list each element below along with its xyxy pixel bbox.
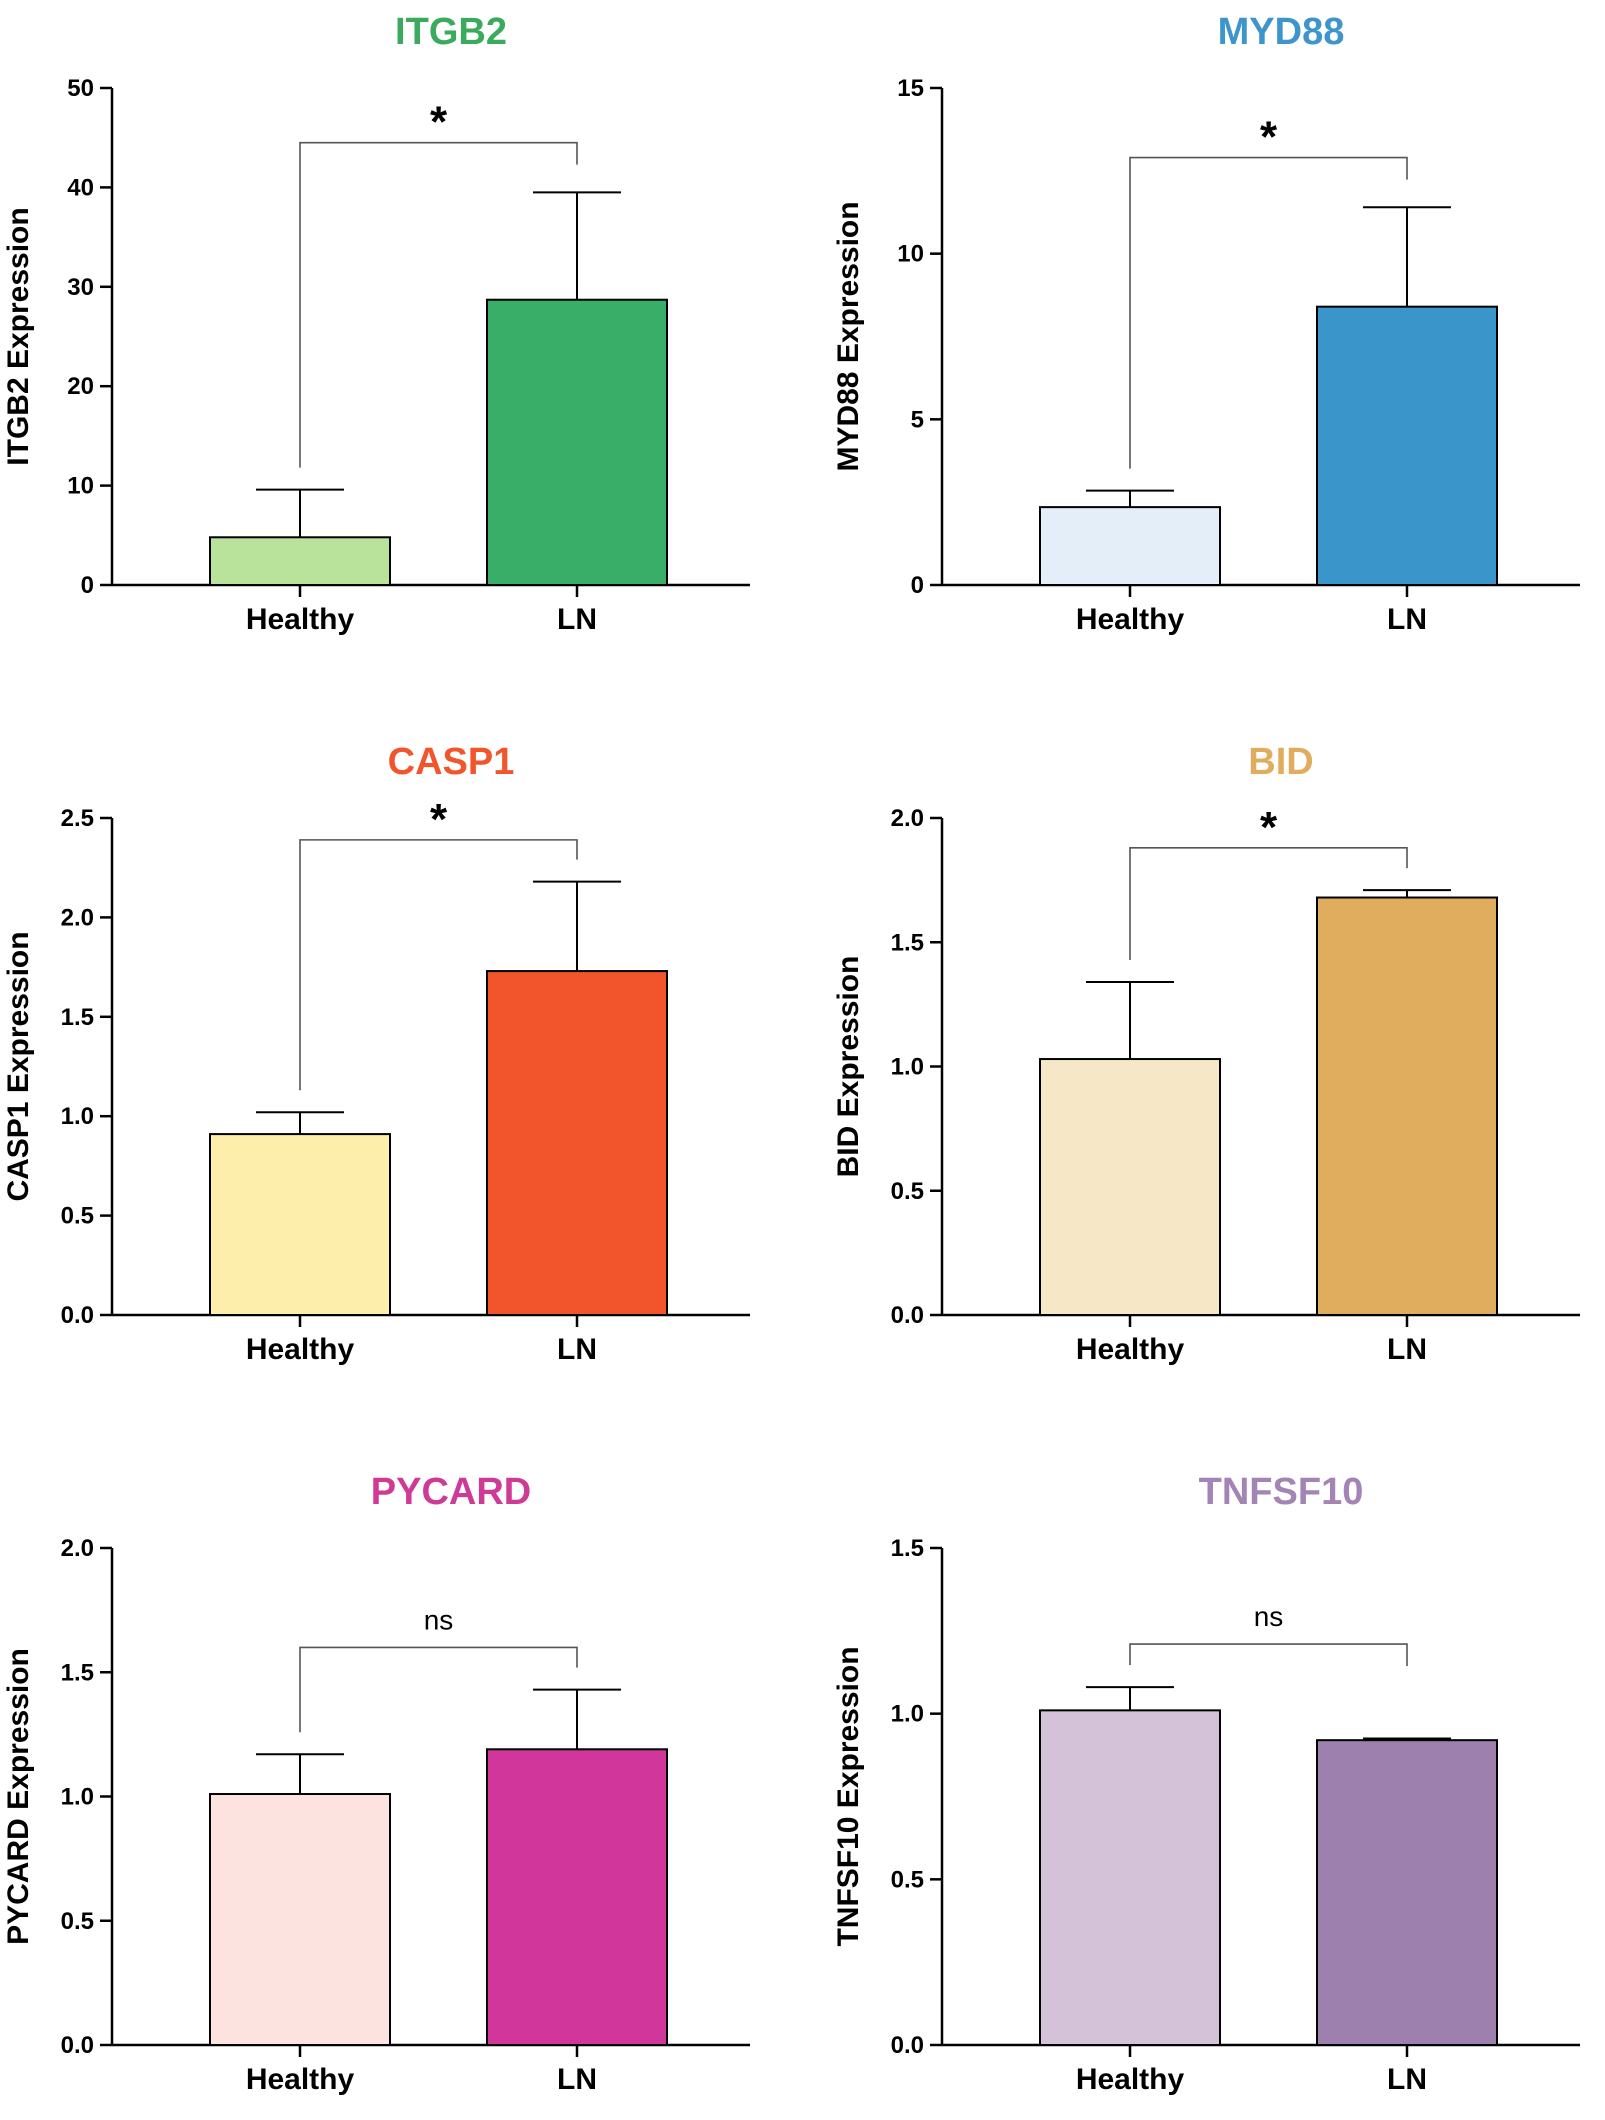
chart-itgb2: ITGB2 ITGB2 Expression 0 10 20 30 40 50 Healthy L… [2, 11, 750, 636]
x-tick-label: LN [557, 2063, 597, 2096]
y-tick-label: 30 [67, 274, 94, 301]
bar-healthy [1039, 1709, 1221, 2046]
bar-ln [486, 1748, 668, 2046]
significance-bracket [1129, 1643, 1408, 1667]
y-tick-label: 0.0 [61, 2032, 94, 2059]
y-axis-label: MYD88 Expression [832, 201, 865, 471]
y-tick-label: 15 [897, 75, 924, 102]
y-tick-label: 1.0 [61, 1103, 94, 1130]
bar-healthy [209, 1793, 391, 2047]
y-tick-label: 1.5 [891, 1535, 924, 1562]
chart-title: CASP1 [388, 741, 515, 783]
chart-title: MYD88 [1218, 11, 1345, 53]
significance-label: ns [424, 1604, 454, 1635]
y-tick-label: 2.0 [61, 904, 94, 931]
chart-title: BID [1248, 741, 1313, 783]
y-tick-label: 0.5 [891, 1178, 924, 1205]
y-tick-label: 1.5 [61, 1659, 94, 1686]
significance-bracket [299, 839, 578, 1091]
y-tick-label: 2.0 [891, 805, 924, 832]
y-tick-label: 0.5 [891, 1866, 924, 1893]
y-tick-label: 1.0 [61, 1784, 94, 1811]
chart-myd88: MYD88 MYD88 Expression 0 5 10 15 Healthy LN * [832, 11, 1580, 636]
y-tick-label: 0.5 [61, 1908, 94, 1935]
y-tick-label: 40 [67, 174, 94, 201]
bar-ln [486, 298, 668, 586]
chart-title: ITGB2 [395, 11, 507, 53]
y-axis-label: PYCARD Expression [2, 1648, 35, 1945]
significance-bracket [299, 1646, 578, 1733]
significance-label: * [1260, 113, 1278, 162]
y-tick-label: 2.5 [61, 805, 94, 832]
chart-bid: BID BID Expression 0.0 0.5 1.0 1.5 2.0 Healthy L… [832, 741, 1580, 1366]
y-tick-label: 10 [897, 241, 924, 268]
x-tick-label: Healthy [246, 603, 355, 636]
y-tick-label: 1.5 [61, 1004, 94, 1031]
x-tick-label: Healthy [1076, 603, 1185, 636]
y-tick-label: 0 [911, 572, 924, 599]
significance-bracket [299, 141, 578, 468]
chart-pycard: PYCARD PYCARD Expression 0.0 0.5 1.0 1.5 2.0 He… [2, 1471, 750, 2096]
y-tick-label: 2.0 [61, 1535, 94, 1562]
bar-healthy [1039, 506, 1221, 586]
y-tick-label: 10 [67, 473, 94, 500]
x-tick-label: Healthy [246, 2063, 355, 2096]
y-tick-label: 0.0 [61, 1302, 94, 1329]
bar-healthy [1039, 1058, 1221, 1317]
bar-healthy [209, 1133, 391, 1317]
x-tick-label: Healthy [1076, 2063, 1185, 2096]
x-tick-label: LN [1387, 2063, 1427, 2096]
x-tick-label: Healthy [246, 1333, 355, 1366]
bar-ln [486, 970, 668, 1317]
y-tick-label: 1.0 [891, 1054, 924, 1081]
y-tick-label: 0.5 [61, 1203, 94, 1230]
significance-label: * [1260, 803, 1278, 852]
chart-tnfsf10: TNFSF10 TNFSF10 Expression 0.0 0.5 1.0 1.5 Hea… [832, 1471, 1580, 2096]
y-tick-label: 5 [911, 406, 924, 433]
y-tick-label: 0.0 [891, 1302, 924, 1329]
chart-title: TNFSF10 [1199, 1471, 1364, 1513]
chart-casp1: CASP1 CASP1 Expression 0.0 0.5 1.0 1.5 2.0 2.5 H… [2, 741, 750, 1366]
x-tick-label: LN [557, 603, 597, 636]
x-tick-label: LN [557, 1333, 597, 1366]
significance-label: * [430, 98, 448, 147]
y-tick-label: 50 [67, 75, 94, 102]
y-tick-label: 1.0 [891, 1701, 924, 1728]
significance-bracket [1129, 156, 1408, 469]
significance-bracket [1129, 847, 1408, 961]
y-tick-label: 1.5 [891, 929, 924, 956]
chart-title: PYCARD [371, 1471, 531, 1513]
y-axis-label: BID Expression [832, 956, 865, 1178]
x-tick-label: Healthy [1076, 1333, 1185, 1366]
y-axis-label: ITGB2 Expression [2, 207, 35, 465]
bar-healthy [209, 536, 391, 587]
x-tick-label: LN [1387, 1333, 1427, 1366]
y-tick-label: 0.0 [891, 2032, 924, 2059]
bar-ln [1316, 305, 1498, 586]
bar-ln [1316, 896, 1498, 1317]
y-tick-label: 0 [81, 572, 94, 599]
x-tick-label: LN [1387, 603, 1427, 636]
y-axis-label: TNFSF10 Expression [832, 1646, 865, 1946]
y-tick-label: 20 [67, 373, 94, 400]
bar-ln [1316, 1739, 1498, 2046]
y-axis-label: CASP1 Expression [2, 931, 35, 1201]
significance-label: * [430, 795, 448, 844]
significance-label: ns [1254, 1601, 1284, 1632]
